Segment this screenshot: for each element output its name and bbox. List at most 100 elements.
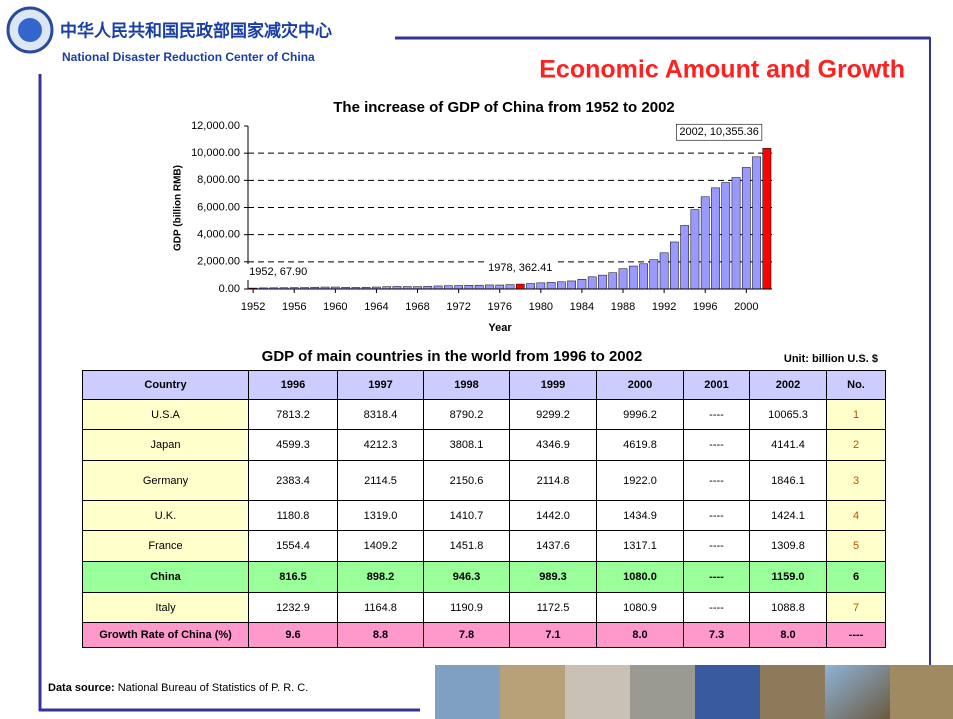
- table-cell: 4599.3: [248, 429, 338, 461]
- table-cell: 816.5: [248, 561, 338, 593]
- annotation-box: [246, 263, 311, 280]
- source-label: Data source:: [48, 682, 115, 694]
- table-cell: 1232.9: [248, 592, 338, 623]
- header-cell: 1997: [337, 370, 424, 400]
- chart-title: The increase of GDP of China from 1952 t…: [333, 99, 675, 116]
- table-cell: 4346.9: [509, 429, 597, 461]
- table-cell: ----: [826, 622, 886, 648]
- header-cell: 1999: [509, 370, 597, 400]
- bar: [577, 279, 587, 290]
- table-cell: Germany: [82, 460, 249, 501]
- x-axis-label: Year: [488, 322, 512, 334]
- table-cell: 989.3: [509, 561, 597, 593]
- x-tick-label: 1984: [570, 301, 594, 313]
- table-cell: 1319.0: [337, 500, 424, 531]
- bar: [536, 282, 546, 290]
- bar: [639, 263, 648, 290]
- bar: [485, 284, 494, 290]
- org-title-cn: 中华人民共和国民政部国家减灾中心: [60, 20, 332, 40]
- x-tick-label: 1992: [652, 301, 676, 313]
- table-row: China 816.5 898.2 946.3 989.3 1080.0 ---- 1159.…: [82, 561, 886, 593]
- table-cell: ----: [683, 399, 750, 430]
- table-cell: 8.0: [596, 622, 684, 648]
- table-cell: 7.1: [509, 622, 597, 648]
- table-cell: 1190.9: [423, 592, 510, 623]
- table-cell: ----: [683, 530, 750, 562]
- table-cell: 1317.1: [596, 530, 684, 562]
- table-cell: 946.3: [423, 561, 510, 593]
- table-row: Japan 4599.3 4212.3 3808.1 4346.9 4619.8 ---- 4…: [82, 429, 886, 461]
- table-cell: U.K.: [82, 500, 249, 531]
- annotation-box: [485, 259, 556, 276]
- org-title-en: National Disaster Reduction Center of Ch…: [62, 50, 315, 64]
- bar: [567, 280, 577, 290]
- bar: [628, 265, 638, 290]
- table-unit: Unit: billion U.S. $: [784, 353, 878, 365]
- table-cell: 898.2: [337, 561, 424, 593]
- y-tick-label: 12,000.00: [191, 120, 240, 132]
- bar: [649, 259, 659, 290]
- table-cell: 1080.0: [596, 561, 684, 593]
- table-cell: 1164.8: [337, 592, 424, 623]
- photo-strip: [435, 665, 953, 719]
- annotation-box: [676, 123, 763, 141]
- table-cell: 1088.8: [749, 592, 827, 623]
- x-tick-label: 1952: [241, 301, 265, 313]
- table-cell: 3808.1: [423, 429, 510, 461]
- table-cell: 1172.5: [509, 592, 597, 623]
- bar: [680, 225, 690, 290]
- bar: [608, 272, 618, 290]
- table-cell: 3: [826, 460, 886, 501]
- header-cell: Country: [82, 370, 249, 400]
- x-tick-label: 1964: [364, 301, 388, 313]
- table-cell: 4: [826, 500, 886, 531]
- table-cell: 7.3: [683, 622, 750, 648]
- annotation: 1952, 67.90: [249, 266, 307, 278]
- bar: [587, 276, 597, 290]
- table-cell: ----: [683, 592, 750, 623]
- y-tick-label: 8,000.00: [197, 174, 240, 186]
- x-tick-label: 1960: [323, 301, 347, 313]
- bar: [700, 196, 710, 290]
- table-cell: 7: [826, 592, 886, 623]
- table-cell: 2114.5: [337, 460, 424, 501]
- slide-title: Economic Amount and Growth: [539, 56, 905, 84]
- table-cell: 9996.2: [596, 399, 684, 430]
- table-cell: 4141.4: [749, 429, 827, 461]
- header-cell: 1996: [248, 370, 338, 400]
- header-cell: No.: [826, 370, 886, 400]
- table-cell: 6: [826, 561, 886, 593]
- bar: [731, 177, 741, 290]
- annotation: 1978, 362.41: [488, 262, 552, 274]
- table-row: Germany 2383.4 2114.5 2150.6 2114.8 1922.0 ---…: [82, 460, 886, 501]
- bar: [505, 284, 515, 290]
- table-row: U.K. 1180.8 1319.0 1410.7 1442.0 1434.9 ---- 14…: [82, 500, 886, 531]
- bar: [618, 268, 628, 290]
- bar: [474, 284, 484, 290]
- y-tick-label: 6,000.00: [197, 201, 240, 213]
- bar: [721, 182, 731, 290]
- y-tick-label: 4,000.00: [197, 229, 240, 241]
- table-row: Italy 1232.9 1164.8 1190.9 1172.5 1080.9 ---- 1…: [82, 592, 886, 623]
- annotation: 2002, 10,355.36: [679, 126, 759, 138]
- table-cell: 10065.3: [749, 399, 827, 430]
- table-cell: 1437.6: [509, 530, 597, 562]
- table-cell: ----: [683, 429, 750, 461]
- table-row: Country 1996 1997 1998 1999 2000 2001 2002 No.: [82, 370, 886, 400]
- bar: [690, 209, 700, 290]
- table-cell: 1180.8: [248, 500, 338, 531]
- bar: [546, 282, 556, 290]
- table-cell: 8790.2: [423, 399, 510, 430]
- header-cell: 2000: [596, 370, 684, 400]
- x-tick-label: 1996: [693, 301, 717, 313]
- table-cell: ----: [683, 500, 750, 531]
- bar: [752, 156, 761, 290]
- table-cell: 2383.4: [248, 460, 338, 501]
- bar: [495, 284, 505, 290]
- table-cell: ----: [683, 460, 750, 501]
- table-cell: 2114.8: [509, 460, 597, 501]
- table-cell: 7.8: [423, 622, 510, 648]
- table-cell: 1080.9: [596, 592, 684, 623]
- table-row: Growth Rate of China (%) 9.6 8.8 7.8 7.1 8.0 7…: [82, 622, 886, 648]
